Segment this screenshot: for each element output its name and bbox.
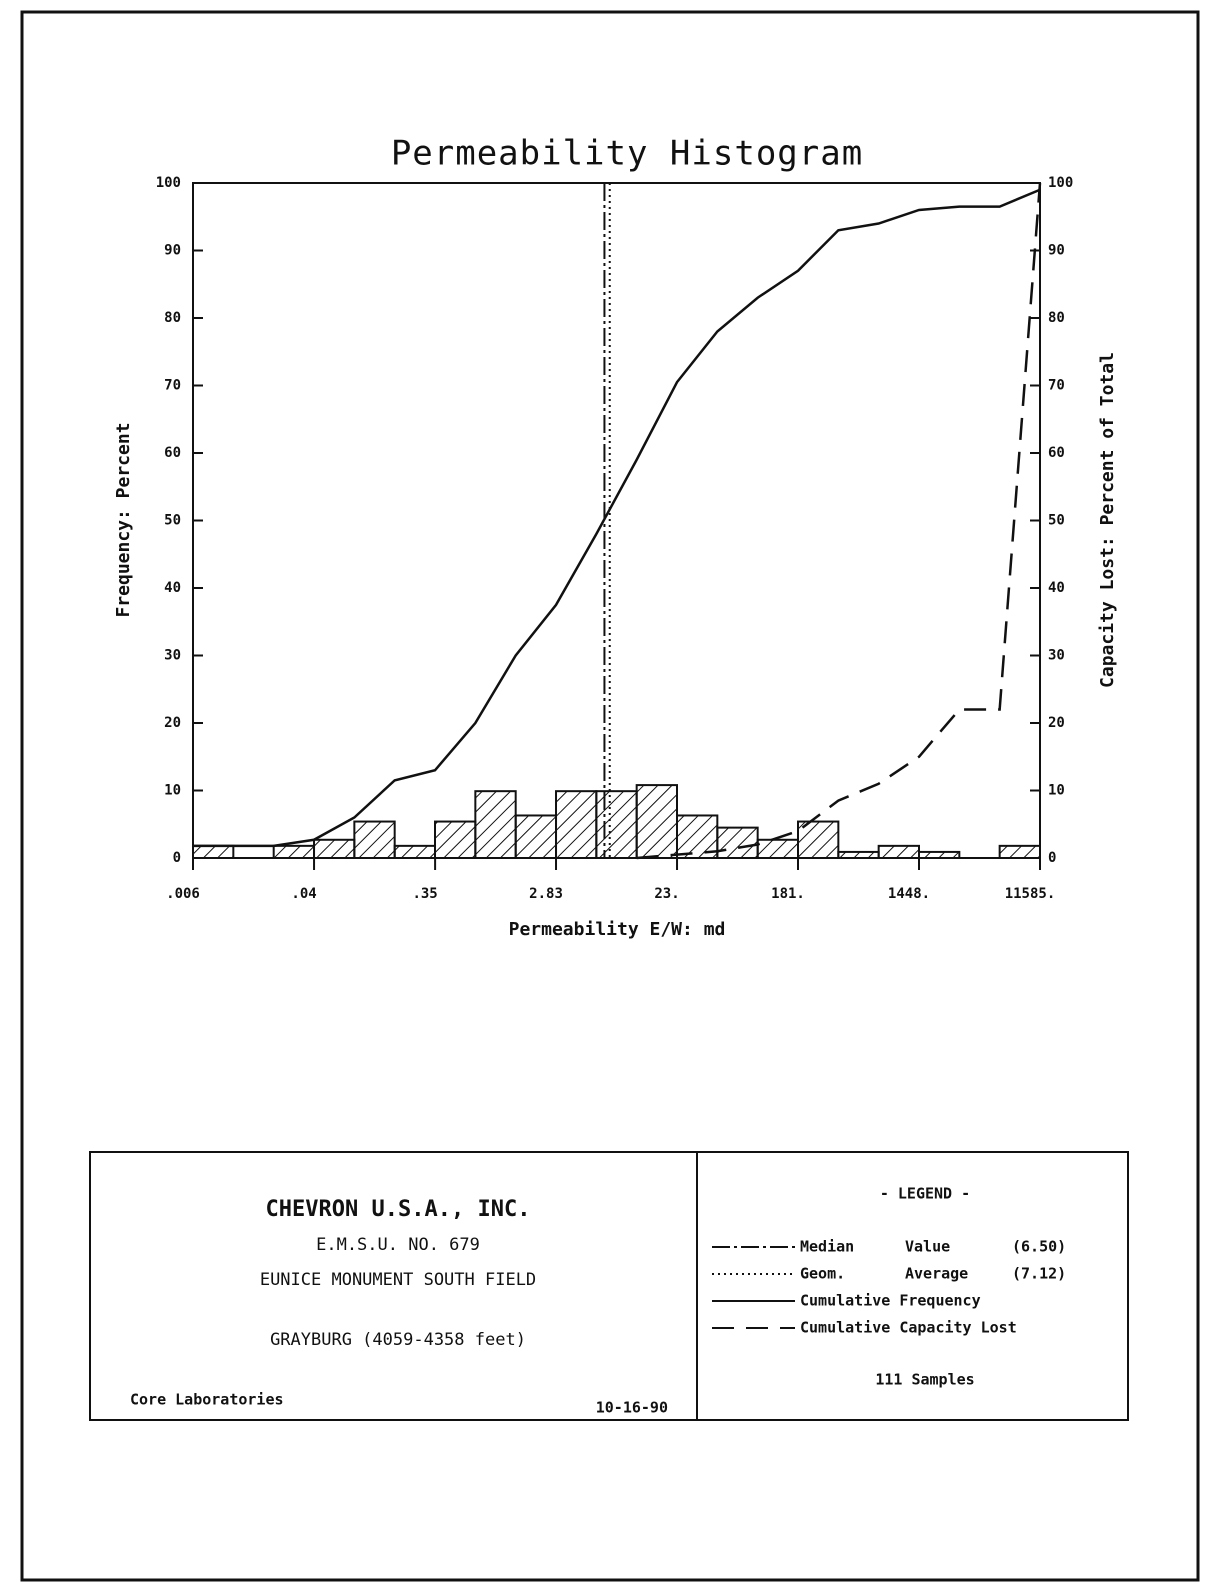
bar [756,838,800,860]
y2-tick-label: 30 [1048,648,1065,664]
y-tick-label: 60 [164,445,181,461]
legend-text: Geom. [800,1265,845,1283]
y-tick-label: 50 [164,513,181,529]
x-axis-label: Permeability E/W: md [509,919,726,940]
y2-axis-label: Capacity Lost: Percent of Total [1097,352,1118,688]
lab: Core Laboratories [130,1391,284,1409]
bar [716,826,759,859]
bar [918,850,961,859]
y-tick-label: 100 [156,175,181,191]
bar [353,820,396,859]
legend-text: Median [800,1238,854,1256]
page-border [20,10,1200,1582]
legend-title: - LEGEND - [880,1185,970,1203]
bar [797,820,840,859]
x-tick-label: 2.83 [529,886,563,902]
bar [313,838,356,860]
y2-tick-label: 60 [1048,445,1065,461]
y-tick-label: 10 [164,783,181,799]
series-line [636,182,1042,860]
date: 10-16-90 [596,1399,668,1417]
y2-tick-label: 90 [1048,243,1065,259]
legend-text: Value [905,1238,950,1256]
bar [555,790,598,859]
plot-frame [192,182,1041,859]
y2-tick-label: 0 [1048,850,1056,866]
well: E.M.S.U. NO. 679 [316,1235,480,1255]
y-tick-label: 30 [164,648,181,664]
bar [192,844,235,859]
y-tick-label: 40 [164,580,181,596]
y-tick-label: 20 [164,715,181,731]
y2-tick-label: 50 [1048,513,1065,529]
bar [474,790,517,859]
y2-tick-label: 20 [1048,715,1065,731]
legend-text: (7.12) [1012,1265,1066,1283]
x-tick-label: 181. [771,886,805,902]
series-line [193,188,1041,848]
legend: Median Value (6.50) Geom. Average (7.12) Cumul… [712,1238,1066,1337]
y-tick-label: 90 [164,243,181,259]
samples: 111 Samples [875,1371,974,1389]
bar [635,784,679,859]
y-axis-label: Frequency: Percent [113,422,134,617]
y-tick-label: 80 [164,310,181,326]
y-tick-label: 70 [164,378,181,394]
bar [434,820,477,859]
y2-tick-label: 80 [1048,310,1065,326]
x-tick-label: 23. [654,886,679,902]
x-tick-label: .04 [291,886,316,902]
field: EUNICE MONUMENT SOUTH FIELD [260,1270,536,1290]
x-tick-label: 1448. [888,886,930,902]
bar [595,790,638,859]
bar [877,844,921,859]
legend-text: Cumulative Frequency [800,1292,981,1310]
bar [272,844,316,859]
legend-text: Average [905,1265,968,1283]
company: CHEVRON U.S.A., INC. [266,1197,531,1222]
y2-tick-label: 40 [1048,580,1065,596]
x-tick-label: .35 [412,886,437,902]
y2-tick-label: 10 [1048,783,1065,799]
formation: GRAYBURG (4059-4358 feet) [270,1330,526,1350]
bar [514,814,558,859]
x-tick-label: .006 [166,886,200,902]
legend-text: (6.50) [1012,1238,1066,1256]
bar [393,844,437,859]
bar [837,850,880,859]
footer-box [89,1151,1129,1421]
y2-tick-label: 70 [1048,378,1065,394]
chart-title: Permeability Histogram [391,134,863,174]
y-tick-label: 0 [173,850,181,866]
x-tick-label: 11585. [1005,886,1056,902]
y2-tick-label: 100 [1048,175,1073,191]
bar [998,844,1041,859]
legend-text: Cumulative Capacity Lost [800,1319,1017,1337]
